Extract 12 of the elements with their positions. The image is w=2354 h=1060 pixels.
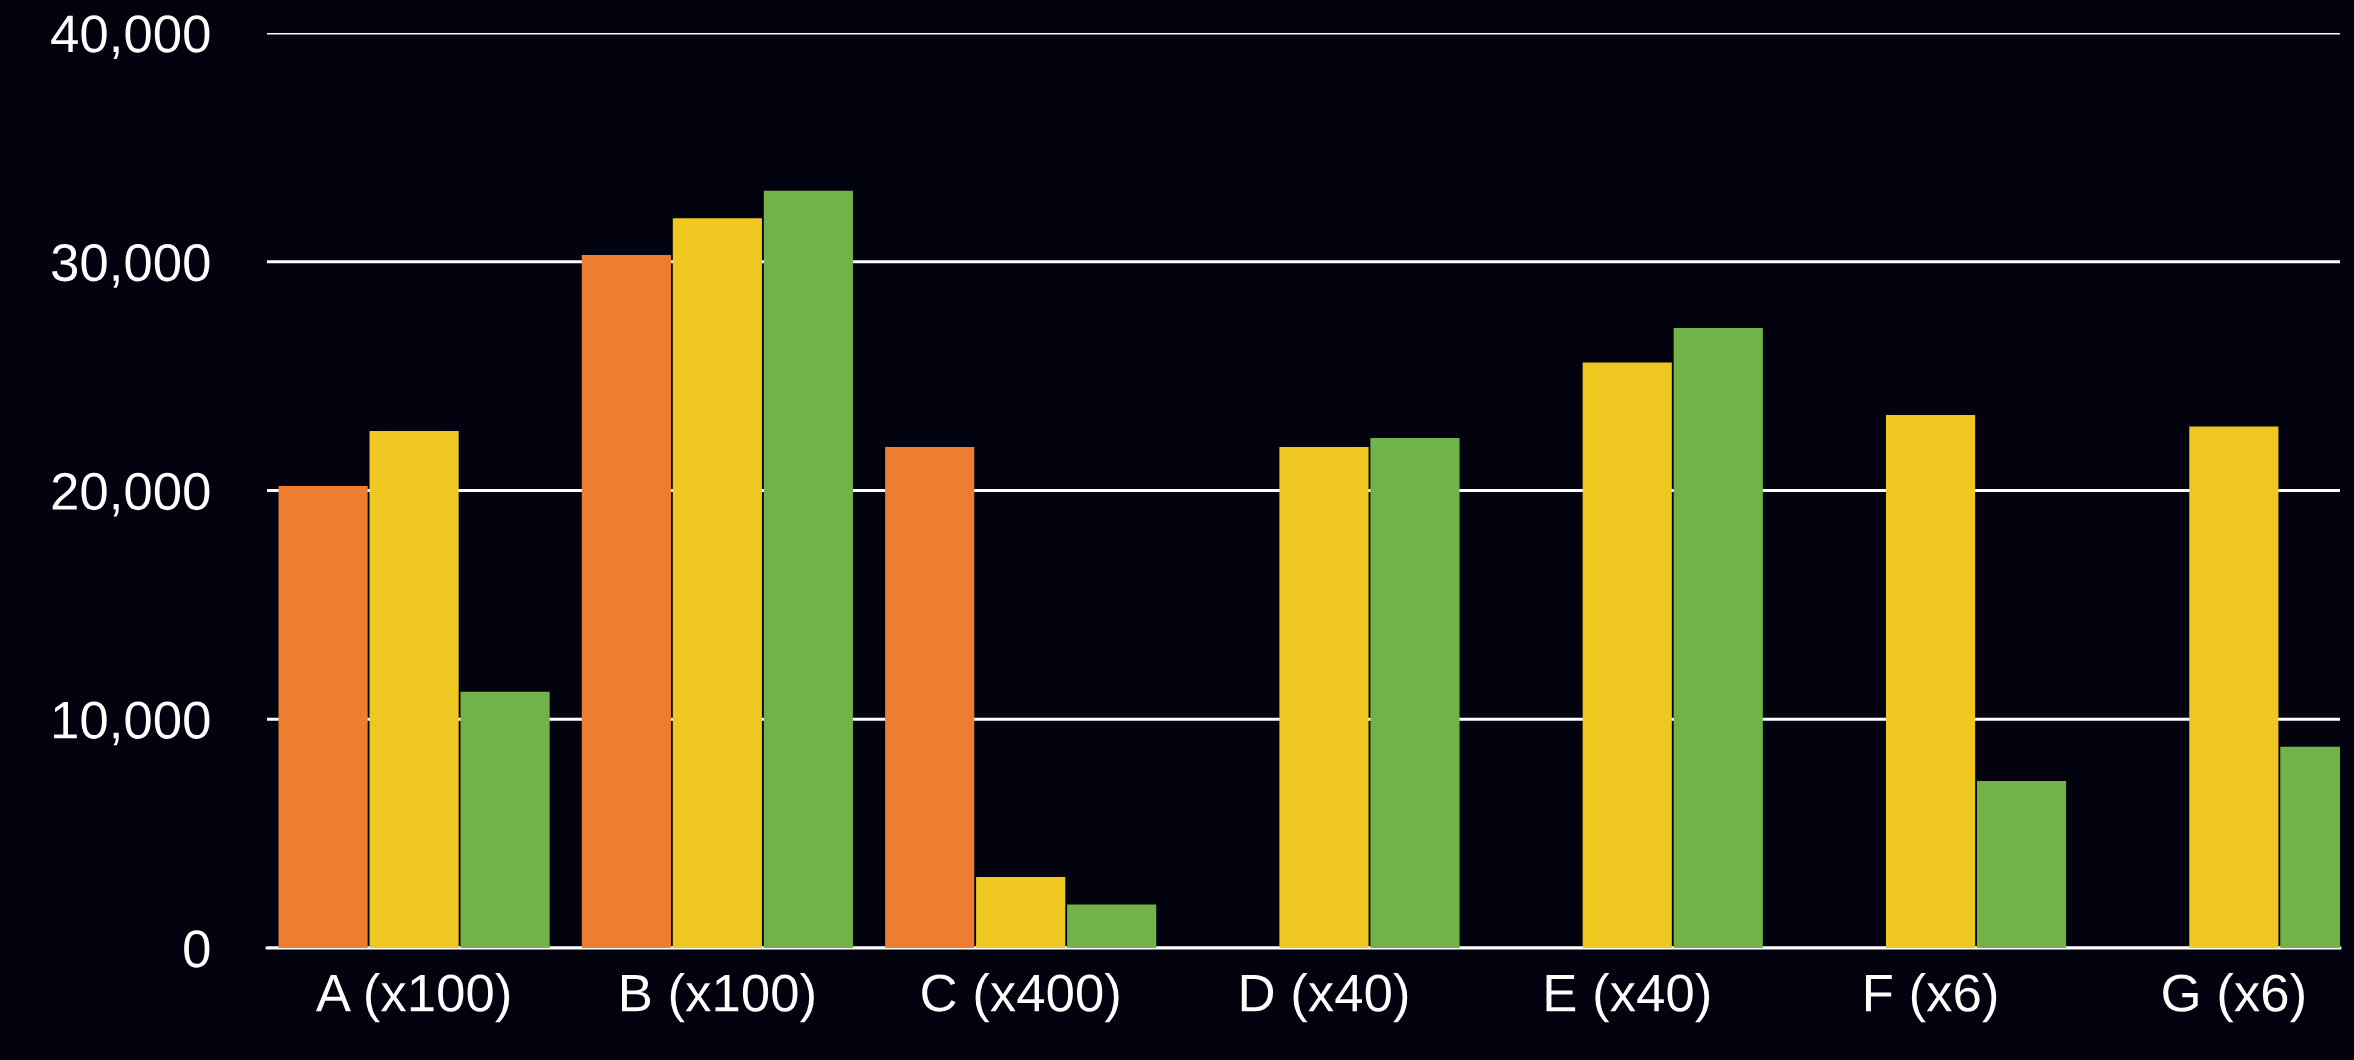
y-tick-label: 30,000	[52, 244, 210, 288]
x-tick-label: C (x400)	[922, 973, 1119, 1023]
x-tick-label: D (x40)	[1241, 973, 1408, 1023]
x-tick-label: F (x6)	[1865, 973, 1997, 1023]
y-tick-label: 20,000	[52, 472, 210, 517]
x-tick-label: A (x100)	[315, 973, 510, 1023]
x-tick-label: G (x6)	[2163, 973, 2304, 1023]
x-tick-label: E (x40)	[1546, 973, 1710, 1023]
y-tick-label: 0	[184, 930, 210, 968]
y-tick-label: 10,000	[54, 701, 210, 746]
y-tick-label: 40,000	[51, 15, 210, 59]
x-tick-label: B (x100)	[621, 973, 814, 1023]
